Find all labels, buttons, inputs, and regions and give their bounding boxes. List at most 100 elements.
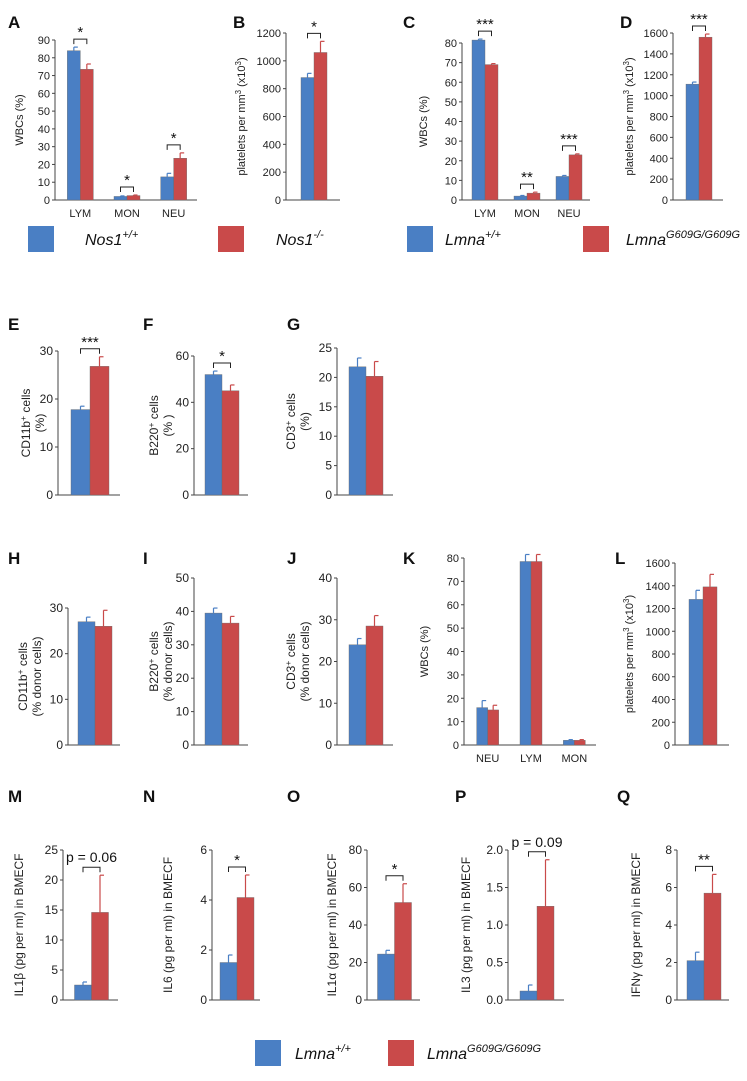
y-tick-label: 0	[56, 738, 63, 752]
y-tick-label: 30	[445, 136, 457, 148]
panel-letter: E	[8, 315, 19, 334]
y-tick-label: 10	[50, 692, 64, 706]
y-tick-label: 400	[652, 695, 670, 707]
y-tick-label: 30	[38, 142, 50, 154]
panel-letter: D	[620, 13, 632, 32]
y-tick-label: 30	[50, 601, 64, 615]
bar-n-mut	[236, 897, 255, 1001]
y-axis-label: (% donor cells)	[161, 621, 175, 701]
y-tick-label: 90	[38, 35, 50, 47]
y-axis-label: WBCs (%)	[418, 96, 430, 147]
significance-bracket	[228, 866, 246, 872]
y-tick-label: 60	[445, 77, 457, 89]
bar-h-wt	[77, 621, 96, 746]
panel-i: I 0 10 20 30 40 50 B220+ cells (% donor cells)	[143, 549, 248, 752]
y-tick-label: 15	[319, 400, 333, 414]
bar-o-wt	[377, 953, 395, 1001]
panel-letter: A	[8, 13, 20, 32]
y-tick-label: 1600	[646, 558, 670, 570]
legend-label-wt: Lmna+/+	[445, 229, 502, 249]
y-tick-label: 1.5	[486, 881, 503, 895]
y-tick-label: 70	[38, 71, 50, 83]
significance-label: *	[171, 130, 177, 147]
y-tick-label: 400	[650, 153, 668, 165]
bar-k-mut-neu	[487, 709, 499, 746]
significance-bracket	[120, 186, 134, 193]
significance-label: *	[219, 348, 225, 365]
significance-bracket	[213, 362, 231, 369]
panel-d: D 0 200 400 600 800 1000 1200 1400 1600 platelets …	[620, 11, 723, 207]
y-tick-label: 200	[650, 174, 668, 186]
y-tick-label: 600	[652, 672, 670, 684]
significance-label: **	[698, 851, 710, 868]
bar-c-mut-neu	[568, 154, 583, 201]
y-tick-label: 30	[319, 613, 333, 627]
significance-label: p = 0.06	[66, 849, 117, 865]
y-tick-label: 50	[38, 106, 50, 118]
y-tick-label: 10	[45, 933, 59, 947]
y-axis-label: CD11b+ cells	[15, 642, 30, 711]
legend-lmna-top: Lmna+/+ LmnaG609G/G609G	[407, 226, 740, 252]
significance-label: *	[392, 861, 398, 878]
bar-q-wt	[686, 960, 705, 1001]
y-axis-label: platelets per mm3 (x103)	[622, 595, 636, 713]
panel-letter: B	[233, 13, 245, 32]
bar-k-mut-lym	[530, 561, 543, 746]
y-tick-label: 1.0	[486, 918, 503, 932]
bar-a-mut-lym	[80, 69, 94, 201]
y-tick-label: 1600	[644, 28, 668, 40]
panel-n: N 0 2 4 6 IL6 (pg per ml) in BMECF *	[143, 787, 260, 1007]
bar-d-wt	[685, 83, 700, 201]
y-tick-label: 6	[665, 881, 672, 895]
x-tick-label: LYM	[69, 208, 91, 220]
panel-letter: C	[403, 13, 415, 32]
panel-letter: H	[8, 549, 20, 568]
bar-j-wt	[348, 644, 367, 746]
bar-b-wt	[300, 77, 315, 201]
y-tick-label: 10	[447, 717, 459, 729]
legend-label-wt: Lmna+/+	[295, 1043, 352, 1063]
y-tick-label: 30	[447, 670, 459, 682]
y-tick-label: 80	[447, 553, 459, 565]
bar-a-mut-neu	[173, 158, 187, 201]
y-tick-label: 6	[200, 843, 207, 857]
y-tick-label: 1400	[646, 581, 670, 593]
y-axis-label: CD3+ cells	[283, 633, 298, 689]
bar-c-wt-mon	[513, 195, 528, 201]
y-tick-label: 20	[45, 873, 59, 887]
bar-q-mut	[703, 892, 722, 1001]
bar-g-wt	[348, 366, 367, 496]
bar-c-mut-lym	[484, 64, 499, 201]
bar-l-wt	[688, 599, 704, 746]
legend-swatch-wt	[28, 226, 54, 252]
panel-l: L 0 200 400 600 800 1000 1200 1400 1600 platelets …	[615, 549, 729, 752]
bar-c-wt-lym	[471, 39, 486, 201]
y-tick-label: 0	[325, 488, 332, 502]
significance-bracket	[692, 25, 706, 32]
panel-e: E 0 10 20 30 CD11b+ cells(%) ***	[8, 315, 120, 502]
y-tick-label: 1200	[646, 604, 670, 616]
bar-a-wt-neu	[160, 176, 174, 201]
panel-m: M 0 5 10 15 20 25 IL1β (pg per ml) in BMECF p = …	[8, 787, 118, 1007]
significance-bracket	[80, 348, 100, 354]
y-tick-label: 0.0	[486, 993, 503, 1007]
x-tick-label: MON	[114, 208, 140, 220]
significance-label: ***	[81, 334, 99, 351]
y-tick-label: 80	[38, 53, 50, 65]
x-tick-label: MON	[514, 208, 540, 220]
y-tick-label: 1400	[644, 49, 668, 61]
legend-label-wt: Nos1+/+	[85, 229, 139, 249]
panel-p: P 0.0 0.5 1.0 1.5 2.0 IL3 (pg per ml) in BMECF…	[455, 787, 564, 1007]
panel-h: H 0 10 20 30 CD11b+ cells (% donor cells)	[8, 549, 120, 752]
y-tick-label: 10	[40, 440, 54, 454]
y-tick-label: 600	[263, 112, 281, 124]
bar-h-mut	[94, 626, 113, 746]
y-tick-label: 40	[319, 571, 333, 585]
y-tick-label: 70	[447, 576, 459, 588]
y-axis-label: (%)	[298, 412, 312, 431]
significance-label: *	[124, 172, 130, 189]
y-tick-label: 20	[50, 647, 64, 661]
bar-d-mut	[698, 36, 713, 201]
y-tick-label: 0	[182, 738, 189, 752]
y-tick-label: 40	[349, 918, 363, 932]
